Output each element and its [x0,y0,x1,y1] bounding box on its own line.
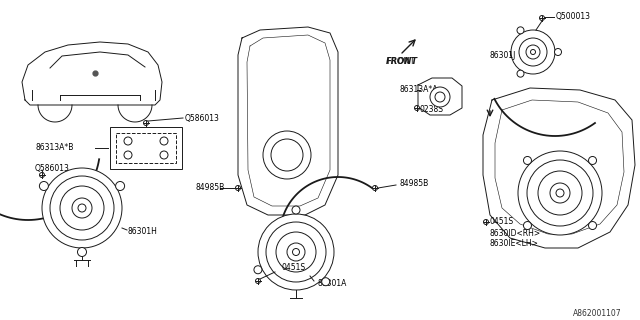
Circle shape [540,15,545,20]
Circle shape [519,38,547,66]
Circle shape [517,70,524,77]
Text: 86301A: 86301A [317,279,346,289]
Text: 84985B: 84985B [400,179,429,188]
Circle shape [524,156,531,164]
Circle shape [160,137,168,145]
Circle shape [72,198,92,218]
Circle shape [266,222,326,282]
Text: 86313A*A: 86313A*A [400,85,438,94]
Polygon shape [483,88,635,248]
Text: FRONT: FRONT [386,58,418,67]
Circle shape [77,247,86,257]
Circle shape [60,186,104,230]
Circle shape [143,121,148,125]
Circle shape [526,45,540,59]
Circle shape [531,50,536,54]
Circle shape [160,151,168,159]
Circle shape [276,232,316,272]
Circle shape [263,131,311,179]
Circle shape [236,186,241,190]
Circle shape [435,92,445,102]
Text: 84985B: 84985B [196,183,225,193]
Circle shape [511,30,555,74]
Circle shape [550,183,570,203]
Text: Q500013: Q500013 [556,12,591,21]
Text: Q586013: Q586013 [35,164,70,172]
Polygon shape [418,78,462,115]
Circle shape [430,87,450,107]
Circle shape [254,266,262,274]
Polygon shape [238,27,338,215]
Circle shape [40,181,49,190]
Circle shape [556,189,564,197]
Text: 86301H: 86301H [127,228,157,236]
Text: Q586013: Q586013 [185,114,220,123]
Circle shape [42,168,122,248]
Circle shape [40,172,45,178]
Circle shape [271,139,303,171]
Circle shape [415,106,419,110]
Circle shape [50,176,114,240]
Bar [110,127,182,169]
Circle shape [292,206,300,214]
Circle shape [518,151,602,235]
Text: 86301J: 86301J [490,51,516,60]
Bar [116,133,176,163]
Circle shape [78,204,86,212]
Text: 0451S: 0451S [282,262,306,271]
Text: A862001107: A862001107 [573,308,622,317]
Polygon shape [22,42,162,105]
Circle shape [258,214,334,290]
Text: FRONT: FRONT [386,58,415,67]
Circle shape [124,137,132,145]
Text: 0238S: 0238S [420,106,444,115]
Circle shape [538,171,582,215]
Text: 8630lE<LH>: 8630lE<LH> [490,239,539,249]
Circle shape [589,221,596,229]
Text: 86313A*B: 86313A*B [35,143,74,153]
Circle shape [287,243,305,261]
Circle shape [292,249,300,255]
Circle shape [483,220,488,225]
Circle shape [255,278,260,284]
Circle shape [124,151,132,159]
Circle shape [524,221,531,229]
Circle shape [322,278,330,286]
Text: 8630lD<RH>: 8630lD<RH> [490,229,541,238]
Circle shape [589,156,596,164]
Circle shape [517,27,524,34]
Text: 0451S: 0451S [490,218,514,227]
Circle shape [527,160,593,226]
Circle shape [554,49,561,55]
Circle shape [116,181,125,190]
Circle shape [372,186,378,190]
